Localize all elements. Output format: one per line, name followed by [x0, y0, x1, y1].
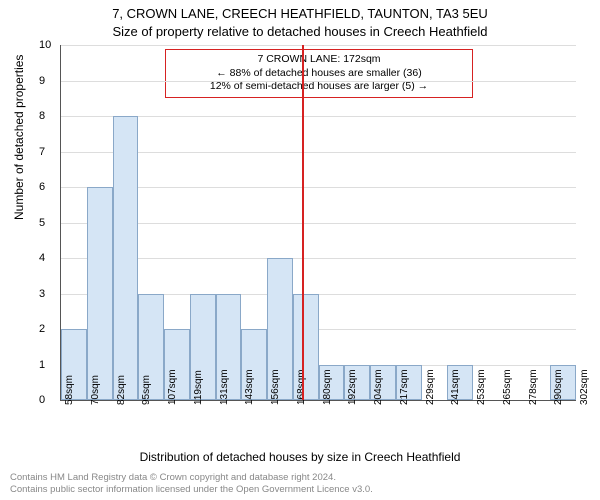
y-gridline: [61, 152, 576, 153]
x-tick-label: 204sqm: [373, 369, 384, 405]
chart-subtitle: Size of property relative to detached ho…: [0, 24, 600, 39]
y-gridline: [61, 258, 576, 259]
x-axis-label: Distribution of detached houses by size …: [0, 450, 600, 464]
legend-line-1: 7 CROWN LANE: 172sqm: [172, 53, 466, 67]
x-tick-label: 107sqm: [167, 369, 178, 405]
x-tick-label: 290sqm: [553, 369, 564, 405]
legend-line-2: ← 88% of detached houses are smaller (36…: [172, 67, 466, 81]
y-tick-label: 1: [39, 359, 45, 371]
x-tick-label: 131sqm: [219, 369, 230, 405]
x-tick-label: 229sqm: [425, 369, 436, 405]
y-gridline: [61, 223, 576, 224]
plot-area: 7 CROWN LANE: 172sqm ← 88% of detached h…: [60, 45, 576, 401]
property-size-chart: 7, CROWN LANE, CREECH HEATHFIELD, TAUNTO…: [0, 0, 600, 500]
y-tick-label: 9: [39, 75, 45, 87]
legend-line-3: 12% of semi-detached houses are larger (…: [172, 80, 466, 94]
y-tick-label: 10: [39, 39, 51, 51]
x-tick-label: 302sqm: [579, 369, 590, 405]
y-tick-label: 3: [39, 288, 45, 300]
y-tick-label: 4: [39, 252, 45, 264]
y-gridline: [61, 45, 576, 46]
histogram-bar: [87, 187, 113, 400]
footer-line-1: Contains HM Land Registry data © Crown c…: [10, 472, 373, 484]
x-tick-label: 253sqm: [476, 369, 487, 405]
marker-legend-box: 7 CROWN LANE: 172sqm ← 88% of detached h…: [165, 49, 473, 98]
y-tick-label: 5: [39, 217, 45, 229]
x-tick-label: 278sqm: [528, 369, 539, 405]
y-gridline: [61, 187, 576, 188]
footer-attribution: Contains HM Land Registry data © Crown c…: [10, 472, 373, 496]
x-tick-label: 180sqm: [322, 369, 333, 405]
footer-line-2: Contains public sector information licen…: [10, 484, 373, 496]
x-tick-label: 70sqm: [90, 375, 101, 405]
histogram-bar: [113, 116, 139, 400]
x-tick-label: 241sqm: [450, 369, 461, 405]
x-tick-label: 156sqm: [270, 369, 281, 405]
x-tick-label: 82sqm: [116, 375, 127, 405]
x-tick-label: 58sqm: [64, 375, 75, 405]
y-tick-label: 6: [39, 181, 45, 193]
x-tick-label: 192sqm: [347, 369, 358, 405]
y-tick-label: 7: [39, 146, 45, 158]
x-tick-label: 119sqm: [193, 370, 204, 405]
y-gridline: [61, 116, 576, 117]
y-axis-label: Number of detached properties: [12, 55, 26, 220]
property-marker-line: [302, 45, 304, 400]
x-tick-label: 217sqm: [399, 369, 410, 405]
x-tick-label: 265sqm: [502, 369, 513, 405]
y-tick-label: 8: [39, 110, 45, 122]
y-tick-label: 0: [39, 394, 45, 406]
chart-title-address: 7, CROWN LANE, CREECH HEATHFIELD, TAUNTO…: [0, 6, 600, 21]
y-gridline: [61, 81, 576, 82]
y-tick-label: 2: [39, 323, 45, 335]
x-tick-label: 143sqm: [244, 369, 255, 405]
x-tick-label: 95sqm: [141, 375, 152, 405]
